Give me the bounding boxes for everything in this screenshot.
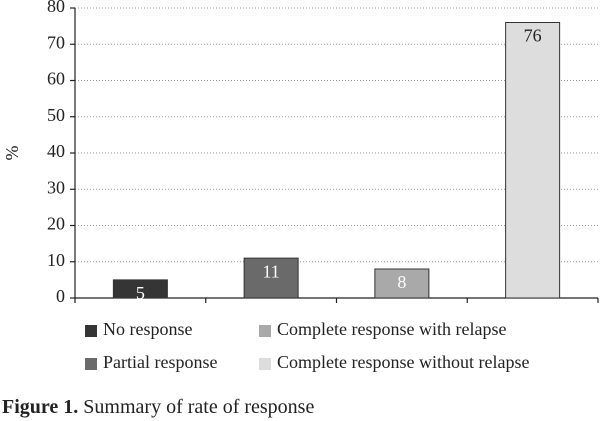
y-tick-label: 40 <box>47 141 65 161</box>
legend-swatch <box>85 325 97 337</box>
y-tick-label: 20 <box>47 214 65 234</box>
y-tick-label: 50 <box>47 105 65 125</box>
legend-label: Partial response <box>103 352 217 372</box>
value-label: 76 <box>524 26 542 46</box>
legend-swatch <box>85 358 97 370</box>
value-label: 5 <box>136 283 145 303</box>
y-tick-label: 10 <box>47 250 65 270</box>
bar <box>112 279 168 299</box>
bar <box>243 257 299 299</box>
y-tick-label: 70 <box>47 32 65 52</box>
legend-label: Complete response without relapse <box>277 352 529 372</box>
y-tick-label: 80 <box>47 0 65 16</box>
y-tick-label: 60 <box>47 69 65 89</box>
caption: Figure 1. Summary of rate of response <box>2 396 314 418</box>
value-label: 11 <box>262 261 279 281</box>
legend-swatch <box>259 358 271 370</box>
value-label: 8 <box>397 272 406 292</box>
legend-swatch <box>259 325 271 337</box>
legend-label: Complete response with relapse <box>277 319 506 339</box>
bar <box>374 268 430 299</box>
caption-label: Figure 1. <box>2 396 78 418</box>
chart-title: Summary of rate of response <box>83 396 314 418</box>
y-axis-label: % <box>2 146 22 161</box>
bar <box>505 22 561 299</box>
y-tick-label: 0 <box>56 286 65 306</box>
legend-label: No response <box>103 319 192 339</box>
y-tick-label: 30 <box>47 177 65 197</box>
